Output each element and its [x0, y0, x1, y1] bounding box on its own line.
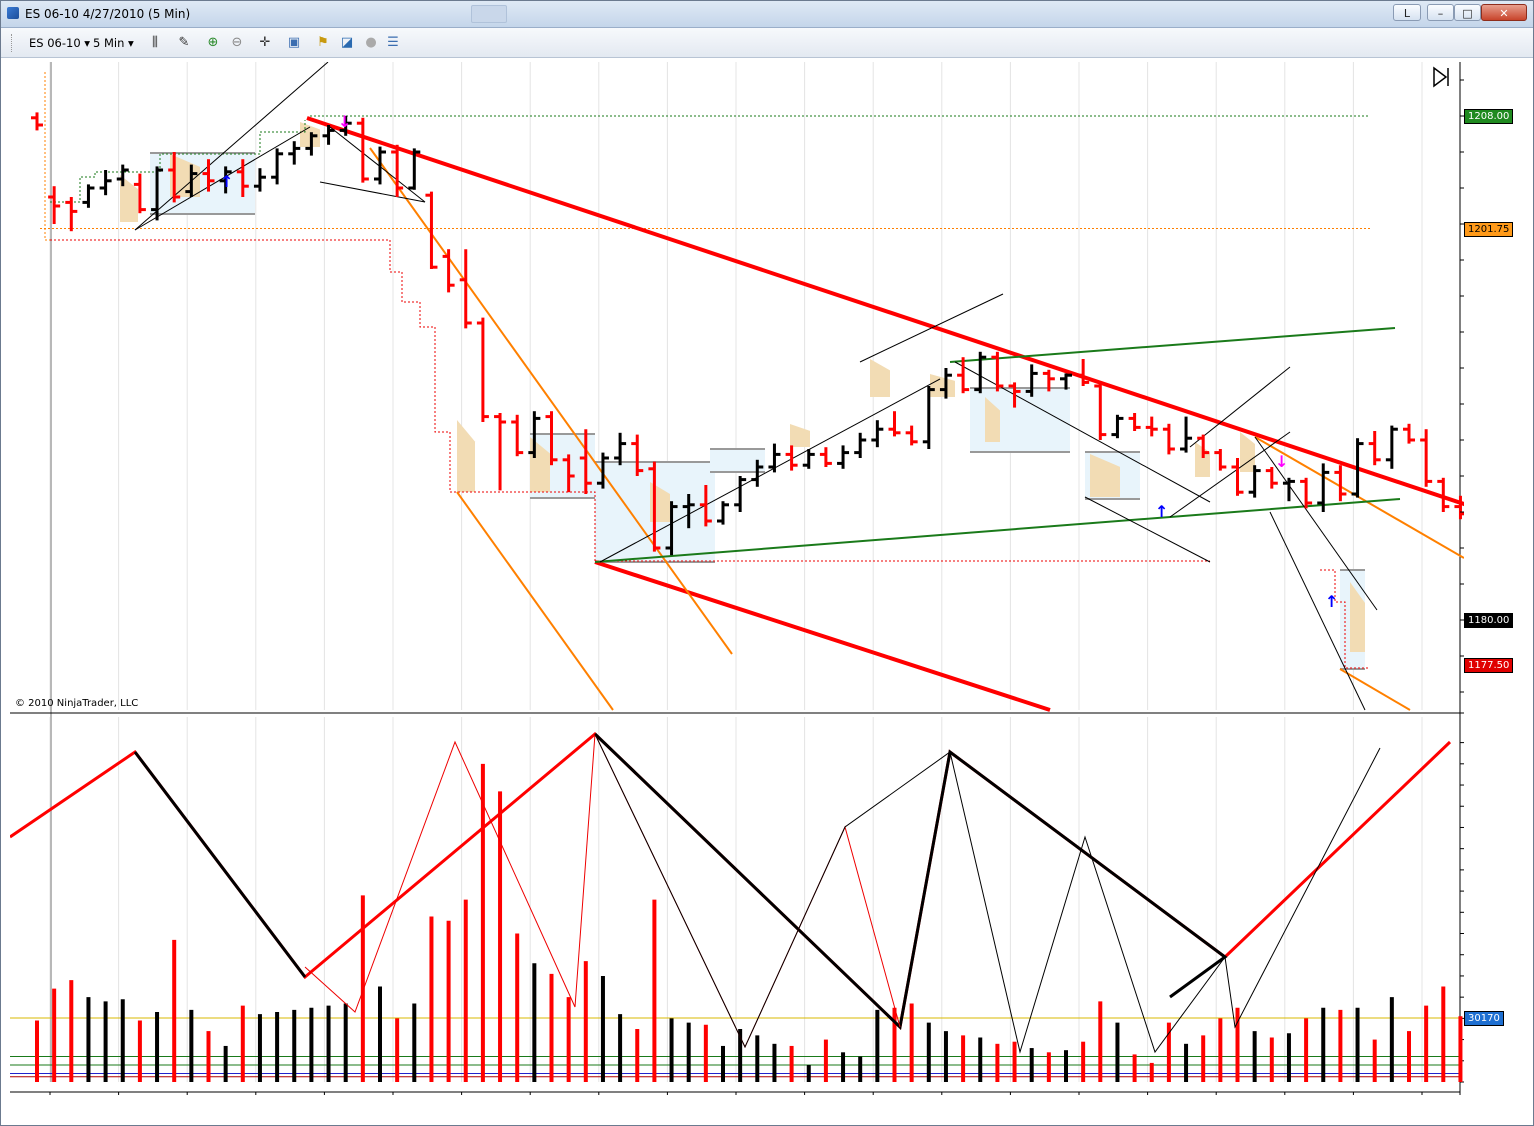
channel-line	[1269, 511, 1366, 711]
price-badge: 1208.00	[1464, 109, 1514, 124]
green-channel-line	[594, 498, 1401, 563]
zoom-in-icon[interactable]: ⊕	[207, 35, 219, 50]
price-badge: 1201.75	[1464, 221, 1514, 237]
channel-line	[319, 181, 426, 203]
wave-fill	[1350, 582, 1365, 652]
strategies-icon[interactable]: ⚑	[317, 35, 329, 50]
stop-trail-line	[44, 72, 50, 241]
chevron-down-icon: ▾	[84, 36, 91, 50]
price-badge: 1177.50	[1464, 658, 1514, 673]
instrument-label: ES 06-10	[29, 36, 81, 50]
link-button[interactable]: L	[1393, 4, 1421, 21]
chevron-down-icon: ▾	[128, 36, 134, 50]
wave-fill	[1195, 442, 1210, 477]
window-title: ES 06-10 4/27/2010 (5 Min)	[25, 7, 191, 21]
price-badge: 1180.00	[1464, 613, 1514, 628]
channel-line	[1169, 431, 1291, 518]
wave-fill	[985, 397, 1000, 442]
stop-trail-line	[50, 120, 306, 203]
copyright-text: © 2010 NinjaTrader, LLC	[15, 698, 139, 709]
chart-background	[10, 62, 1464, 1095]
channel-line	[599, 378, 941, 563]
volume-badge: 30170	[1464, 1011, 1504, 1026]
chart-canvas[interactable]: ↑↑↑↓↓1210.001208.001206.001204.001202.00…	[10, 62, 1464, 1095]
channel-line	[1084, 496, 1211, 563]
maximize-button[interactable]: □	[1454, 4, 1481, 21]
data-box-icon[interactable]: ☰	[387, 35, 399, 50]
demand-zone	[710, 449, 765, 472]
wave-fill	[457, 420, 475, 492]
channel-line	[134, 62, 329, 231]
title-bar-ghost-button	[471, 5, 507, 23]
signal-arrow-icon: ↑	[1155, 502, 1168, 521]
wave-fill	[1240, 432, 1255, 472]
signal-arrow-icon: ↓	[338, 112, 351, 131]
bar-type-icon[interactable]: ⫼	[152, 35, 158, 50]
properties-icon[interactable]: ▣	[287, 35, 301, 50]
zoom-out-icon[interactable]: ⊖	[231, 35, 243, 50]
instrument-selector[interactable]: ES 06-10 ▾	[29, 34, 90, 52]
signal-arrow-icon: ↓	[1275, 452, 1288, 471]
signal-arrow-icon: ↑	[1325, 592, 1338, 611]
orange-fan-line	[1254, 436, 1464, 559]
volume-wave-line	[133, 751, 307, 978]
channel-line	[1254, 436, 1378, 611]
orange-fan-line	[1339, 668, 1411, 711]
chart-toolbar: ES 06-10 ▾ 5 Min ▾ ⫼ ✎ ⊕ ⊖ ✛ ▣ ⚑ ◪ ● ☰	[1, 28, 1533, 58]
app-icon	[7, 7, 19, 19]
major-support-trendline	[594, 560, 1051, 712]
close-button[interactable]: ✕	[1481, 4, 1527, 21]
chart-area[interactable]: ↑↑↑↓↓1210.001208.001206.001204.001202.00…	[10, 62, 1464, 1095]
demand-zone	[150, 153, 255, 214]
wave-fill	[930, 374, 955, 397]
orange-fan-line	[456, 491, 614, 711]
channel-line	[134, 126, 311, 231]
interval-selector[interactable]: 5 Min ▾	[93, 34, 134, 52]
green-channel-line	[949, 327, 1396, 363]
wave-fill	[120, 175, 138, 222]
crosshair-icon[interactable]: ✛	[259, 35, 271, 50]
stop-trail-line	[1320, 569, 1370, 669]
volume-thin-wave	[594, 733, 1381, 1054]
round-icon[interactable]: ●	[365, 35, 377, 50]
play-icon	[1433, 66, 1449, 88]
toolbar-grip	[11, 34, 15, 52]
stop-trail-line	[50, 239, 1210, 562]
wave-fill	[870, 359, 890, 397]
minimize-button[interactable]: –	[1427, 4, 1454, 21]
indicators-icon[interactable]: ◪	[340, 35, 354, 50]
signal-arrow-icon: ↑	[220, 172, 233, 191]
channel-line	[859, 293, 1004, 363]
wave-fill	[1090, 454, 1120, 497]
channel-line	[1189, 366, 1291, 448]
pencil-draw-icon[interactable]: ✎	[178, 35, 190, 50]
interval-label: 5 Min	[93, 36, 125, 50]
title-bar[interactable]: ES 06-10 4/27/2010 (5 Min) L – □ ✕	[1, 1, 1533, 28]
wave-fill	[790, 424, 810, 447]
